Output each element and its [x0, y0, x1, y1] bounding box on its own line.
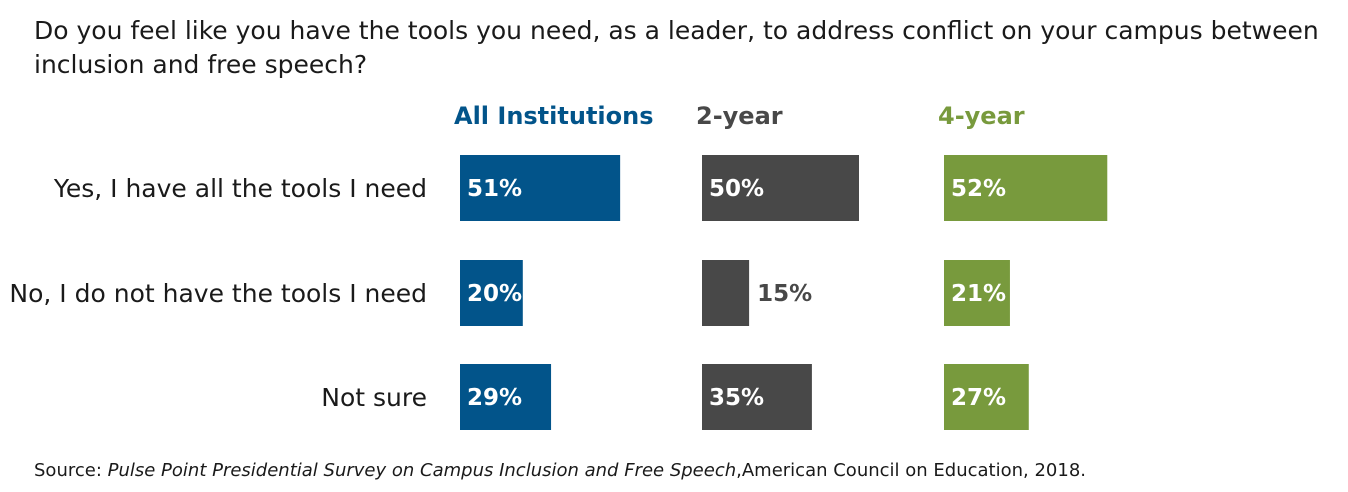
- series-header: All Institutions: [454, 102, 654, 130]
- data-label: 51%: [467, 176, 522, 202]
- data-label: 20%: [467, 281, 522, 307]
- bar: [460, 364, 552, 430]
- bar: [702, 364, 812, 430]
- source-title: Pulse Point Presidential Survey on Campu…: [107, 460, 737, 481]
- data-label: 35%: [709, 385, 764, 411]
- row-label: No, I do not have the tools I need: [9, 279, 427, 308]
- source-note: Source: Pulse Point Presidential Survey …: [34, 460, 1334, 481]
- data-label: 27%: [951, 385, 1006, 411]
- series-header: 2-year: [696, 102, 783, 130]
- data-label: 52%: [951, 176, 1006, 202]
- source-prefix: Source:: [34, 460, 108, 481]
- bar: [944, 260, 1010, 326]
- source-suffix: ,American Council on Education, 2018.: [736, 460, 1086, 481]
- data-label: 15%: [757, 281, 812, 307]
- bar: [944, 364, 1029, 430]
- series-header: 4-year: [938, 102, 1025, 130]
- data-label: 29%: [467, 385, 522, 411]
- bar: [460, 155, 621, 221]
- chart-title: Do you feel like you have the tools you …: [34, 16, 1319, 79]
- bar: [702, 155, 859, 221]
- row-label: Not sure: [321, 383, 427, 412]
- bar: [702, 260, 750, 326]
- row-label: Yes, I have all the tools I need: [53, 174, 427, 203]
- data-label: 50%: [709, 176, 764, 202]
- bar: [460, 260, 523, 326]
- bar: [944, 155, 1108, 221]
- data-label: 21%: [951, 281, 1006, 307]
